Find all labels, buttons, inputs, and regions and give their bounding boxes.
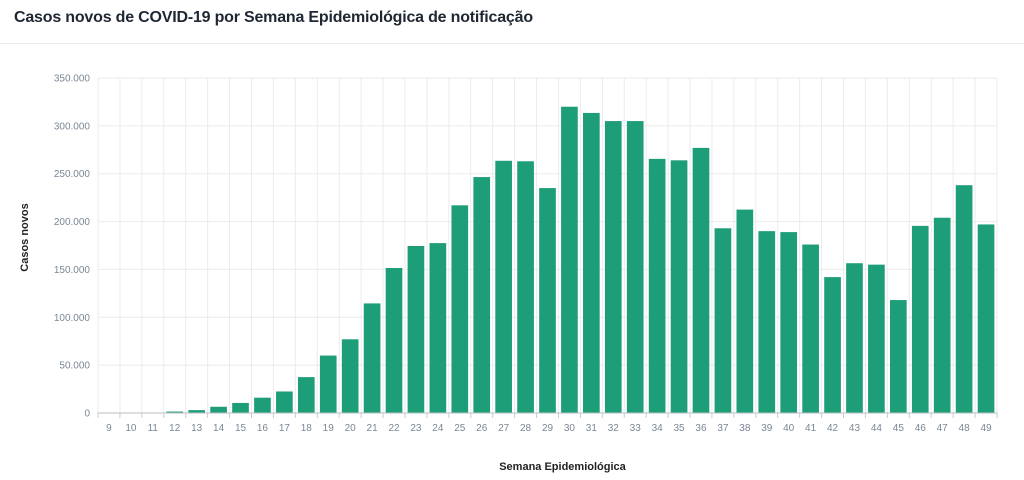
x-tick-label: 43 — [849, 423, 861, 434]
x-tick-label: 9 — [106, 423, 112, 434]
x-tick-label: 22 — [388, 423, 400, 434]
x-tick-label: 36 — [695, 423, 707, 434]
x-tick-label: 30 — [564, 423, 576, 434]
x-tick-label: 11 — [148, 423, 159, 434]
bar-week-42 — [824, 277, 841, 413]
bar-week-34 — [648, 158, 666, 413]
bar-week-41 — [802, 244, 819, 413]
x-tick-label: 10 — [125, 423, 137, 434]
bar-week-14 — [210, 406, 227, 413]
x-tick-label: 40 — [783, 423, 795, 434]
bar-week-30 — [561, 106, 578, 413]
bar-week-13 — [188, 410, 206, 413]
chart-header: Casos novos de COVID-19 por Semana Epide… — [0, 0, 1024, 44]
y-tick-label: 50.000 — [59, 361, 90, 372]
x-tick-label: 28 — [520, 423, 532, 434]
x-tick-label: 12 — [169, 423, 181, 434]
x-tick-label: 35 — [673, 423, 685, 434]
x-tick-label: 19 — [323, 423, 335, 434]
bar-week-32 — [604, 121, 622, 414]
x-tick-label: 37 — [717, 423, 729, 434]
x-tick-label: 21 — [367, 423, 379, 434]
y-axis-title: Casos novos — [19, 203, 31, 271]
bar-week-28 — [517, 161, 534, 413]
y-tick-label: 200.000 — [54, 217, 91, 228]
y-tick-label: 250.000 — [54, 169, 91, 180]
y-tick-label: 300.000 — [54, 121, 91, 132]
bar-week-19 — [319, 355, 337, 413]
x-tick-label: 33 — [630, 423, 642, 434]
bar-week-21 — [363, 303, 381, 413]
x-tick-label: 27 — [498, 423, 510, 434]
bar-week-40 — [780, 232, 798, 413]
bar-week-27 — [495, 160, 512, 413]
bar-week-29 — [539, 188, 556, 413]
bar-week-38 — [736, 209, 754, 413]
bar-week-20 — [341, 339, 359, 413]
x-tick-label: 14 — [213, 423, 225, 434]
x-tick-label: 13 — [191, 423, 203, 434]
bar-week-16 — [254, 397, 271, 413]
bar-week-48 — [955, 185, 973, 413]
chart-title: Casos novos de COVID-19 por Semana Epide… — [14, 9, 533, 26]
bar-week-18 — [297, 377, 315, 413]
y-tick-label: 150.000 — [54, 265, 91, 276]
x-tick-label: 38 — [739, 423, 751, 434]
bar-week-35 — [670, 160, 688, 413]
bar-week-25 — [451, 205, 469, 413]
bar-week-43 — [846, 263, 863, 413]
x-tick-label: 31 — [586, 423, 598, 434]
x-tick-label: 26 — [476, 423, 488, 434]
x-tick-label: 29 — [542, 423, 554, 434]
bar-week-37 — [714, 228, 732, 413]
bar-week-33 — [626, 121, 644, 414]
bar-week-31 — [583, 112, 600, 413]
x-tick-label: 34 — [652, 423, 664, 434]
x-tick-label: 24 — [432, 423, 444, 434]
bar-week-12 — [166, 411, 184, 413]
x-tick-label: 25 — [454, 423, 466, 434]
x-tick-label: 20 — [345, 423, 357, 434]
bar-week-15 — [232, 402, 249, 413]
x-tick-label: 39 — [761, 423, 773, 434]
bar-week-46 — [911, 225, 929, 413]
x-axis-title: Semana Epidemiológica — [499, 461, 626, 473]
bar-week-47 — [933, 217, 951, 413]
x-tick-label: 41 — [805, 423, 817, 434]
x-tick-label: 46 — [915, 423, 927, 434]
x-tick-label: 17 — [279, 423, 291, 434]
x-tick-label: 49 — [980, 423, 992, 434]
x-tick-label: 42 — [827, 423, 839, 434]
bar-week-44 — [868, 264, 885, 413]
x-tick-label: 45 — [893, 423, 905, 434]
y-tick-label: 0 — [84, 409, 90, 420]
x-tick-label: 32 — [608, 423, 620, 434]
x-tick-label: 16 — [257, 423, 269, 434]
x-tick-label: 23 — [410, 423, 422, 434]
x-tick-label: 48 — [959, 423, 971, 434]
y-tick-label: 100.000 — [54, 313, 91, 324]
bar-week-45 — [889, 300, 907, 413]
y-tick-label: 350.000 — [54, 74, 91, 85]
x-tick-label: 15 — [235, 423, 247, 434]
bar-week-39 — [758, 231, 776, 413]
x-tick-label: 44 — [871, 423, 883, 434]
bar-week-49 — [977, 224, 995, 413]
bar-week-26 — [473, 177, 491, 413]
x-tick-label: 18 — [301, 423, 313, 434]
bar-week-36 — [692, 147, 710, 413]
bar-week-17 — [276, 391, 293, 413]
bar-week-24 — [429, 243, 447, 413]
bar-week-23 — [407, 245, 425, 413]
bar-week-22 — [385, 267, 403, 413]
x-tick-label: 47 — [937, 423, 949, 434]
